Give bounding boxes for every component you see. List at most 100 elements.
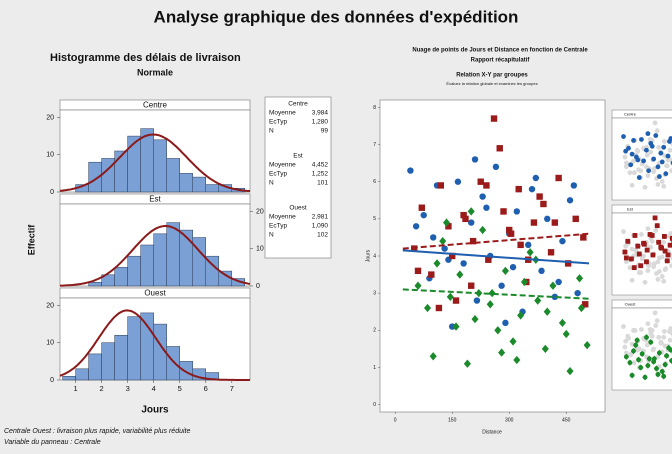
bar (179, 173, 193, 193)
bar (88, 353, 102, 381)
point (442, 218, 451, 227)
y-tick-label: 5 (373, 216, 376, 222)
point (636, 346, 642, 352)
point (650, 252, 656, 258)
x-tick-label: 7 (230, 384, 234, 393)
point (650, 358, 657, 365)
point (638, 364, 644, 371)
point (661, 239, 667, 245)
point (407, 167, 414, 174)
point (630, 347, 637, 355)
panel-name: Ouest (144, 289, 166, 298)
point (645, 362, 651, 369)
point (656, 334, 662, 340)
mini-header (611, 204, 672, 214)
point (454, 178, 462, 185)
point (412, 223, 420, 230)
y-tick-label: 2 (373, 328, 376, 334)
bar (127, 316, 141, 381)
y-tick-label: 7 (373, 142, 376, 148)
point (549, 281, 557, 290)
point (633, 247, 639, 253)
stats-label: Moyenne (269, 214, 296, 221)
point (621, 134, 626, 139)
point (634, 337, 640, 344)
point (562, 329, 570, 339)
scatter-xlabel: Distance (482, 429, 502, 435)
point (479, 193, 486, 200)
point (644, 152, 650, 158)
point (430, 234, 437, 241)
point (644, 147, 649, 153)
point (648, 339, 654, 346)
point (439, 236, 447, 246)
point (631, 158, 636, 164)
trend-line (402, 232, 590, 250)
point (661, 144, 667, 150)
point (650, 347, 656, 353)
stats-value: 1,090 (312, 223, 329, 230)
stats-value: 1,252 (312, 171, 329, 178)
stats-label: N (269, 232, 274, 239)
stats-label: Moyenne (269, 110, 296, 117)
point (622, 154, 628, 160)
point (654, 128, 660, 134)
x-tick-label: 4 (152, 384, 156, 393)
point (632, 233, 638, 238)
point (429, 352, 437, 361)
point (667, 147, 672, 153)
point (566, 366, 574, 376)
point (667, 139, 672, 144)
point (646, 168, 652, 174)
point (513, 208, 521, 215)
point (467, 207, 475, 216)
stats-value: 3,984 (312, 110, 329, 117)
stats-value: 101 (317, 180, 328, 187)
normal-curve (59, 133, 251, 193)
point (639, 350, 645, 358)
point (634, 147, 640, 153)
y-tick-label: 4 (373, 253, 376, 259)
point (423, 303, 432, 313)
point (651, 156, 657, 162)
point (496, 145, 503, 152)
point (463, 359, 471, 368)
point (623, 148, 629, 154)
point (501, 266, 509, 276)
point (534, 296, 542, 305)
point (645, 226, 651, 232)
point (669, 235, 672, 241)
point (654, 271, 659, 276)
bar (127, 255, 141, 287)
mini-name: Est (627, 207, 634, 212)
point (649, 233, 655, 238)
point (468, 282, 475, 289)
point (462, 215, 469, 223)
bar (101, 342, 115, 381)
point (662, 267, 668, 273)
stats-label: N (269, 128, 274, 135)
point (623, 164, 629, 170)
point (653, 133, 659, 138)
point (623, 160, 629, 166)
point (625, 238, 631, 244)
point (655, 371, 661, 378)
point (445, 223, 452, 230)
point (668, 157, 672, 163)
panel-name: Centre (143, 101, 168, 110)
x-tick-label: 0 (394, 417, 397, 423)
point (544, 215, 551, 223)
point (498, 348, 506, 357)
point (500, 208, 507, 215)
bar (88, 282, 102, 287)
point (655, 276, 661, 282)
point (541, 344, 549, 354)
point (669, 168, 672, 174)
point (555, 278, 562, 286)
point (629, 151, 635, 157)
y-tick-label: 20 (46, 302, 54, 309)
point (418, 204, 426, 211)
point (631, 138, 636, 143)
point (644, 259, 649, 265)
stats-value: 1,280 (312, 119, 329, 126)
